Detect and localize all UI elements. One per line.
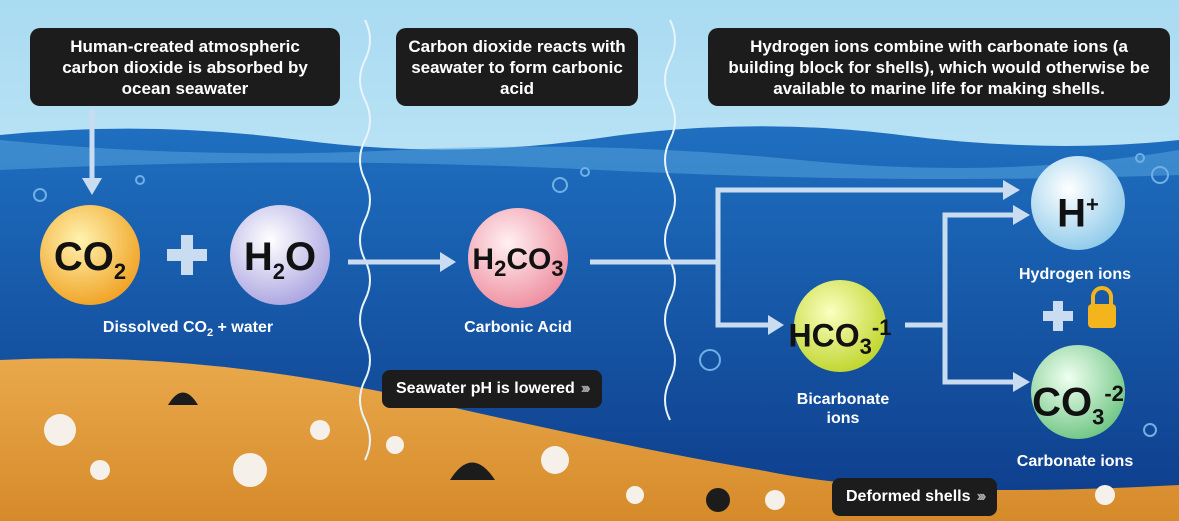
text-part: Bicarbonate ions [796,391,890,427]
formula: H2CO3 [463,235,573,285]
lock-icon [1088,286,1116,328]
subscript: 2 [494,256,507,281]
subscript: 3 [551,256,564,281]
formula: CO3-2 [1023,369,1133,429]
chevrons: ››› [580,380,591,397]
text-part: + water [213,319,274,336]
text-part: CO [53,235,114,279]
caption: Carbonate ions [1017,452,1133,471]
text-part: H [243,235,273,279]
text-part: CO [1032,380,1093,425]
caption: Bicarbonate ions [788,390,898,428]
info-box: Human-created atmospheric carbon dioxide… [30,28,340,106]
subscript: 2 [113,259,127,284]
caption: Dissolved CO2 + water [103,318,273,343]
small-bubbles [33,153,1169,437]
subscript: 3 [859,334,872,360]
formula: H+ [1023,180,1133,235]
shells [44,414,1115,510]
plus-signs [167,235,1073,331]
text-part: Dissolved CO [102,319,207,336]
text-part: Carbonic Acid [464,319,572,336]
badge: Seawater pH is lowered ››› [382,370,602,408]
supscript: + [1086,192,1099,217]
formula: CO2 [35,232,145,284]
supscript: -1 [871,315,892,340]
bubbles [40,156,1125,439]
subscript: 3 [1092,404,1105,430]
text-part: Hydrogen ions [1018,266,1132,283]
text-part: H [1057,191,1087,236]
caption: Carbonic Acid [464,318,572,337]
dark-shells [168,392,730,512]
badge: Deformed shells ››› [832,478,998,516]
text-part: H [472,243,495,276]
chevrons: ››› [976,488,986,505]
info-box: Carbon dioxide reacts with seawater to f… [396,28,638,106]
text-part: Carbonate ions [1016,453,1134,470]
divider [664,19,676,421]
text-part: HCO [788,317,860,354]
text-part: O [285,235,317,279]
arrowheads [82,178,1030,392]
badge-text: Deformed shells [846,488,971,505]
supscript: -2 [1104,381,1124,406]
arrows [89,110,1015,385]
subscript: 2 [272,259,285,284]
badge-text: Seawater pH is lowered [396,380,575,397]
wave [0,140,1179,179]
divider [359,19,371,461]
caption: Hydrogen ions [1019,265,1131,284]
sand [0,358,1179,521]
subscript: 2 [206,327,214,340]
formula: HCO3-1 [785,303,895,359]
info-box: Hydrogen ions combine with carbonate ion… [708,28,1170,106]
text-part: CO [506,243,552,276]
formula: H2O [225,232,335,284]
